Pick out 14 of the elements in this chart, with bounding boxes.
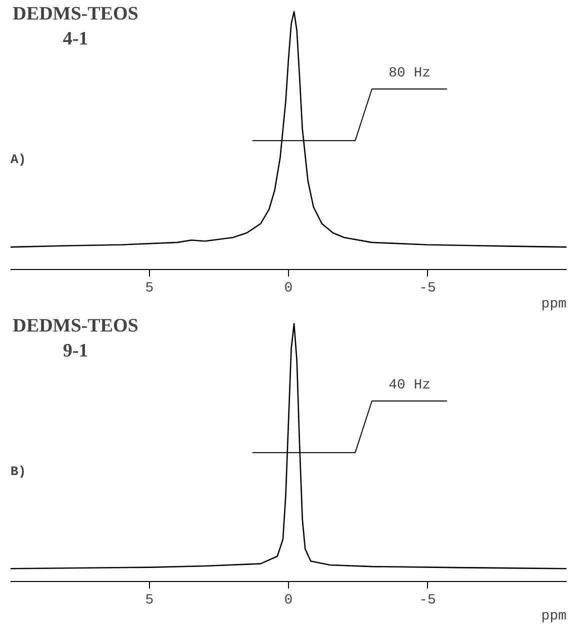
x-tick-label: 0 <box>284 280 293 296</box>
chart-title: DEDMS-TEOS 4-1 <box>12 3 138 50</box>
annotation: A) <box>10 152 26 167</box>
annotation: 40 Hz <box>388 377 431 394</box>
x-axis-title: ppm <box>541 296 567 312</box>
x-tick-label: -5 <box>419 280 436 296</box>
chart-title: DEDMS-TEOS 9-1 <box>12 315 138 362</box>
x-tick-label: 5 <box>145 280 154 296</box>
annotation: 80 Hz <box>388 65 431 82</box>
annotation: B) <box>10 464 26 479</box>
x-tick-label: 0 <box>284 592 293 608</box>
x-axis-title: ppm <box>541 608 567 624</box>
x-tick-label: -5 <box>419 592 436 608</box>
x-tick-label: 5 <box>145 592 154 608</box>
